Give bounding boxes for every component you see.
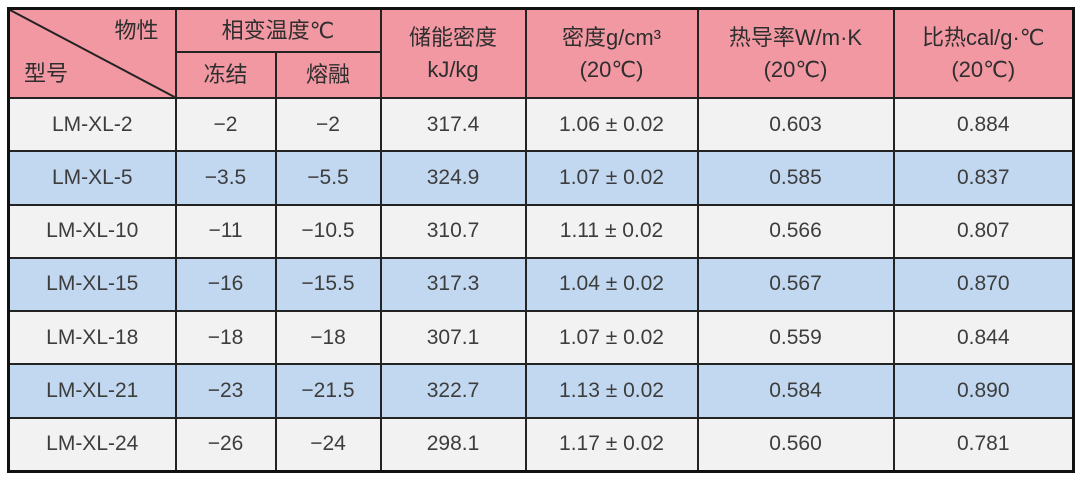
- corner-label-model: 型号: [24, 61, 69, 87]
- model-cell: LM-XL-15: [7, 256, 177, 313]
- header-thermal-conductivity: 热导率W/m·K (20℃): [696, 7, 895, 99]
- density-cell: 1.06 ± 0.02: [524, 96, 699, 153]
- thermal-conductivity-cell: 0.566: [696, 203, 895, 259]
- thermal-conductivity-cell: 0.603: [696, 96, 895, 153]
- thermal-conductivity-cell: 0.560: [696, 416, 895, 473]
- model-cell: LM-XL-2: [7, 96, 177, 153]
- header-line: 储能密度: [408, 24, 497, 50]
- table-row: LM-XL-2 −2 −2 317.4 1.06 ± 0.02 0.603 0.884: [7, 96, 1075, 153]
- table-row: LM-XL-18 −18 −18 307.1 1.07 ± 0.02 0.559 0.844: [7, 310, 1075, 366]
- header-freeze: 冻结: [174, 51, 277, 99]
- header-line: 比热cal/g·℃: [921, 24, 1045, 50]
- model-cell: LM-XL-24: [7, 416, 177, 473]
- header-energy-density: 储能密度 kJ/kg: [379, 7, 527, 99]
- header-density: 密度g/cm³ (20℃): [524, 7, 699, 99]
- specific-heat-cell: 0.781: [892, 416, 1075, 473]
- energy-density-cell: 317.3: [379, 256, 527, 313]
- energy-density-cell: 298.1: [379, 416, 527, 473]
- melt-temp-cell: −5.5: [274, 150, 382, 206]
- table-row: LM-XL-5 −3.5 −5.5 324.9 1.07 ± 0.02 0.585 0.83…: [7, 150, 1075, 206]
- model-cell: LM-XL-5: [7, 150, 177, 206]
- melt-temp-cell: −2: [274, 96, 382, 153]
- freeze-temp-cell: −18: [174, 310, 277, 366]
- freeze-temp-cell: −3.5: [174, 150, 277, 206]
- freeze-temp-cell: −11: [174, 203, 277, 259]
- energy-density-cell: 324.9: [379, 150, 527, 206]
- table-row: LM-XL-10 −11 −10.5 310.7 1.11 ± 0.02 0.566 0.8…: [7, 203, 1075, 259]
- melt-temp-cell: −21.5: [274, 363, 382, 419]
- melt-temp-cell: −10.5: [274, 203, 382, 259]
- density-cell: 1.04 ± 0.02: [524, 256, 699, 313]
- freeze-temp-cell: −23: [174, 363, 277, 419]
- header-line: 密度g/cm³: [561, 24, 661, 50]
- thermal-conductivity-cell: 0.584: [696, 363, 895, 419]
- energy-density-cell: 310.7: [379, 203, 527, 259]
- header-line: (20℃): [951, 56, 1016, 82]
- density-cell: 1.07 ± 0.02: [524, 150, 699, 206]
- density-cell: 1.07 ± 0.02: [524, 310, 699, 366]
- header-line: (20℃): [763, 56, 828, 82]
- model-cell: LM-XL-21: [7, 363, 177, 419]
- header-line: 热导率W/m·K: [728, 24, 863, 50]
- density-cell: 1.11 ± 0.02: [524, 203, 699, 259]
- thermal-conductivity-cell: 0.567: [696, 256, 895, 313]
- melt-temp-cell: −15.5: [274, 256, 382, 313]
- header-phase-change-temp: 相变温度℃: [174, 7, 382, 53]
- freeze-temp-cell: −16: [174, 256, 277, 313]
- melt-temp-cell: −24: [274, 416, 382, 473]
- energy-density-cell: 317.4: [379, 96, 527, 153]
- density-cell: 1.17 ± 0.02: [524, 416, 699, 473]
- pcm-spec-table: 物性 型号 相变温度℃ 储能密度 kJ/kg 密度g/cm³ (20℃) 热导率…: [7, 7, 1075, 473]
- specific-heat-cell: 0.884: [892, 96, 1075, 153]
- table-row: LM-XL-24 −26 −24 298.1 1.17 ± 0.02 0.560 0.781: [7, 416, 1075, 473]
- energy-density-cell: 322.7: [379, 363, 527, 419]
- melt-temp-cell: −18: [274, 310, 382, 366]
- diagonal-divider: [10, 10, 175, 97]
- energy-density-cell: 307.1: [379, 310, 527, 366]
- header-specific-heat: 比热cal/g·℃ (20℃): [892, 7, 1075, 99]
- specific-heat-cell: 0.844: [892, 310, 1075, 366]
- specific-heat-cell: 0.890: [892, 363, 1075, 419]
- header-line: (20℃): [579, 56, 644, 82]
- density-cell: 1.13 ± 0.02: [524, 363, 699, 419]
- freeze-temp-cell: −2: [174, 96, 277, 153]
- table-row: LM-XL-15 −16 −15.5 317.3 1.04 ± 0.02 0.567 0.8…: [7, 256, 1075, 313]
- model-cell: LM-XL-10: [7, 203, 177, 259]
- specific-heat-cell: 0.837: [892, 150, 1075, 206]
- specific-heat-cell: 0.807: [892, 203, 1075, 259]
- freeze-temp-cell: −26: [174, 416, 277, 473]
- table-body: LM-XL-2 −2 −2 317.4 1.06 ± 0.02 0.603 0.884 LM-…: [7, 96, 1075, 473]
- thermal-conductivity-cell: 0.559: [696, 310, 895, 366]
- corner-header-cell: 物性 型号: [7, 7, 177, 99]
- thermal-conductivity-cell: 0.585: [696, 150, 895, 206]
- specific-heat-cell: 0.870: [892, 256, 1075, 313]
- model-cell: LM-XL-18: [7, 310, 177, 366]
- header-line: kJ/kg: [427, 56, 479, 82]
- header-melt: 熔融: [274, 51, 382, 99]
- table-header: 物性 型号 相变温度℃ 储能密度 kJ/kg 密度g/cm³ (20℃) 热导率…: [7, 7, 1075, 99]
- corner-label-property: 物性: [114, 18, 159, 43]
- table-row: LM-XL-21 −23 −21.5 322.7 1.13 ± 0.02 0.584 0.8…: [7, 363, 1075, 419]
